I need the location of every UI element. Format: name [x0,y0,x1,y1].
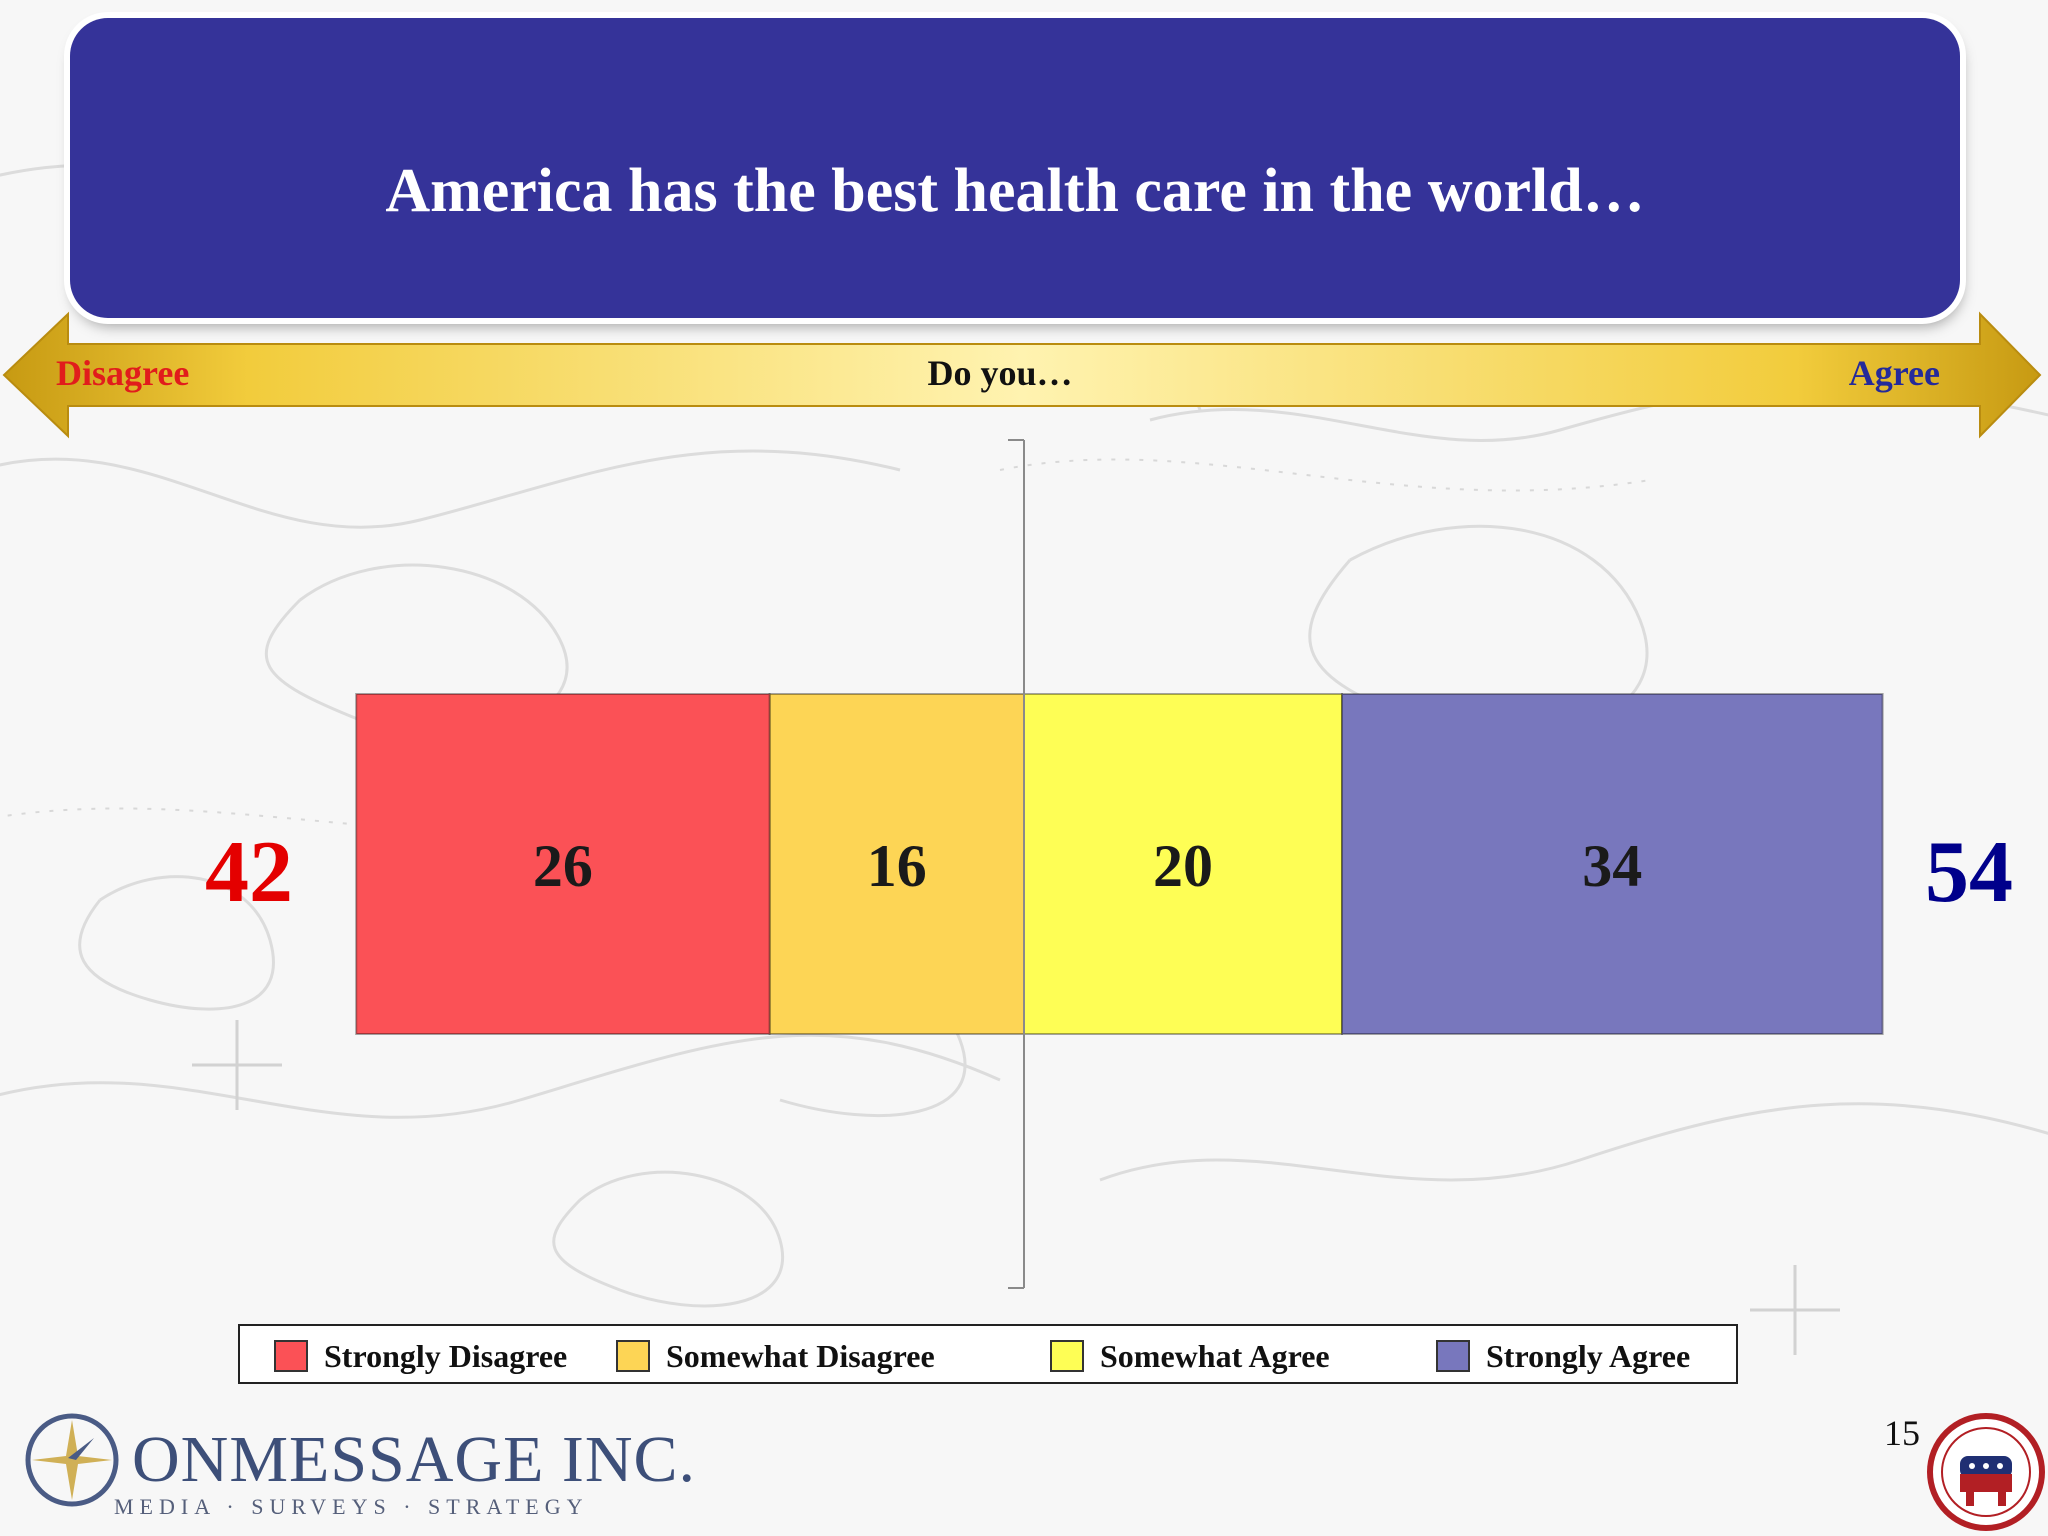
data-label-somewhat-agree: 20 [1153,833,1213,899]
onmessage-logo: ONMESSAGE INC. MEDIA · SURVEYS · STRATEG… [22,1400,695,1530]
chart-title: America has the best health care in the … [385,157,1645,225]
data-label-somewhat-disagree: 16 [867,833,927,899]
legend-swatch [616,1340,650,1372]
agree-label: Agree [1848,353,1940,393]
title-banner: America has the best health care in the … [70,18,1960,318]
compass-icon [25,1413,119,1507]
agree-disagree-arrow [2,311,2042,439]
legend-label: Strongly Disagree [324,1338,568,1374]
logo-tagline: MEDIA · SURVEYS · STRATEGY [114,1494,589,1519]
chart-legend: Strongly Disagree Somewhat Disagree Some… [238,1324,1738,1384]
legend-label: Somewhat Disagree [666,1338,935,1374]
legend-swatch [1050,1340,1084,1372]
legend-swatch [1436,1340,1470,1372]
bar-segment-strongly-disagree [355,693,771,1035]
legend-label: Somewhat Agree [1100,1338,1330,1374]
legend-label: Strongly Agree [1486,1338,1691,1374]
data-label-strongly-disagree: 26 [533,833,593,899]
question-label: Do you… [927,353,1073,393]
legend-swatch [274,1340,308,1372]
agree-total: 54 [1925,824,2013,921]
rnc-seal-icon [1927,1413,2045,1531]
logo-name: ONMESSAGE INC. [132,1423,697,1496]
bar-segment-somewhat-agree [1023,693,1343,1035]
disagree-total: 42 [205,824,293,921]
page-number: 15 [1884,1413,1920,1453]
disagree-label: Disagree [56,353,190,393]
bar-segment-strongly-agree [1341,693,1884,1035]
data-label-strongly-agree: 34 [1582,833,1642,899]
